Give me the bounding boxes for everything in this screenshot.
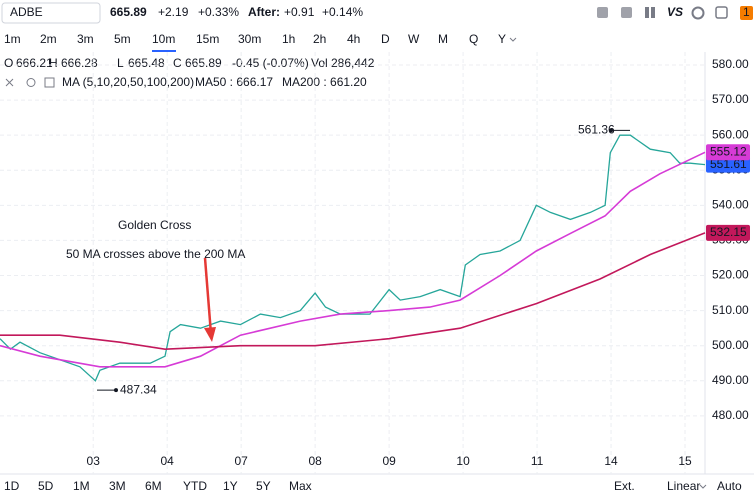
ext-button[interactable]: Ext. (614, 479, 635, 493)
change-pct: +0.33% (198, 5, 239, 19)
interval-button[interactable]: 1h (282, 32, 295, 46)
interval-button[interactable]: Q (469, 32, 478, 46)
auto-button[interactable]: Auto (717, 479, 742, 493)
interval-button[interactable]: 3m (77, 32, 94, 46)
symbol[interactable]: ADBE (10, 5, 43, 19)
interval-button[interactable]: 1m (4, 32, 21, 46)
change: +2.19 (158, 5, 189, 19)
x-tick-label: 11 (531, 454, 544, 468)
range-button[interactable]: 1M (73, 479, 90, 493)
range-button[interactable]: YTD (183, 479, 207, 493)
range-button[interactable]: 1D (4, 479, 20, 493)
low-label: 487.34 (120, 382, 157, 396)
interval-button[interactable]: W (408, 32, 420, 46)
x-tick-label: 03 (87, 454, 101, 468)
ohlc-h-label: H (49, 56, 58, 70)
price-tag (706, 224, 750, 241)
range-button[interactable]: 6M (145, 479, 162, 493)
interval-button[interactable]: Y (498, 32, 506, 46)
ohlc-l-label: L (117, 56, 124, 70)
x-tick-label: 14 (604, 454, 618, 468)
ma200-legend: MA200 : 661.20 (282, 75, 367, 89)
symbol-box[interactable] (1, 2, 101, 24)
ma50-legend: MA50 : 666.17 (195, 75, 273, 89)
range-button[interactable]: 3M (109, 479, 126, 493)
toolbar-icons[interactable] (597, 6, 753, 20)
after-change: +0.91 (284, 5, 315, 19)
range-button[interactable]: Max (289, 479, 312, 493)
ohlc-vol-label: Vol (311, 56, 328, 70)
y-tick-label: 490.00 (712, 373, 749, 387)
icon-text: VS (667, 5, 683, 19)
ohlc-c: 665.89 (185, 56, 222, 70)
price-tag-label: 555.12 (710, 144, 747, 158)
x-tick-label: 10 (456, 454, 470, 468)
y-tick-label: 500.00 (712, 338, 749, 352)
interval-button[interactable]: 30m (238, 32, 261, 46)
after-pct: +0.14% (322, 5, 363, 19)
legend-icons[interactable] (5, 77, 55, 88)
annotation-title: Golden Cross (118, 218, 191, 232)
y-tick-label: 480.00 (712, 408, 749, 422)
interval-button[interactable]: D (381, 32, 390, 46)
x-tick-label: 09 (382, 454, 396, 468)
badge: 1 (743, 5, 750, 19)
dropdown-caret (509, 37, 517, 42)
price-tag-label: 532.15 (710, 225, 747, 239)
interval-button[interactable]: 15m (196, 32, 219, 46)
after-label: After: (248, 5, 280, 19)
ohlc-h: 666.28 (61, 56, 98, 70)
y-tick-label: 540.00 (712, 198, 749, 212)
interval-button[interactable]: 2m (40, 32, 57, 46)
ohlc-l: 665.48 (128, 56, 165, 70)
ohlc-o: 666.21 (16, 56, 53, 70)
selected-underline (152, 50, 176, 52)
series-line (0, 232, 706, 351)
scale-button[interactable]: Linear (667, 479, 700, 493)
ma-legend-name: MA (5,10,20,50,100,200) (62, 75, 194, 89)
low-dot (114, 388, 118, 393)
price: 665.89 (110, 5, 147, 19)
annotation-text: 50 MA crosses above the 200 MA (66, 247, 245, 261)
ohlc-o-label: O (4, 56, 13, 70)
price-tag (706, 156, 750, 173)
annotation-arrow (203, 257, 213, 335)
high-label: 561.36 (578, 123, 615, 137)
y-tick-label: 580.00 (712, 57, 749, 71)
scale-caret (699, 484, 707, 489)
y-tick-label: 560.00 (712, 127, 749, 141)
range-button[interactable]: 5Y (256, 479, 271, 493)
ohlc-change: -0.45 (-0.07%) (232, 56, 309, 70)
x-tick-label: 15 (678, 454, 692, 468)
ohlc-vol: 286,442 (331, 56, 375, 70)
x-tick-label: 08 (308, 454, 322, 468)
price-tag (706, 144, 750, 161)
series-line (0, 134, 706, 382)
interval-button[interactable]: M (438, 32, 448, 46)
range-button[interactable]: 1Y (223, 479, 238, 493)
ohlc-c-label: C (173, 56, 182, 70)
range-button[interactable]: 5D (38, 479, 54, 493)
interval-button[interactable]: 10m (152, 32, 175, 46)
y-tick-label: 520.00 (712, 268, 749, 282)
x-tick-label: 07 (234, 454, 248, 468)
y-tick-label: 510.00 (712, 303, 749, 317)
interval-button[interactable]: 5m (114, 32, 131, 46)
interval-button[interactable]: 2h (313, 32, 326, 46)
interval-button[interactable]: 4h (347, 32, 360, 46)
high-dot (609, 128, 613, 133)
y-tick-label: 570.00 (712, 92, 749, 106)
x-tick-label: 04 (161, 454, 175, 468)
annotation-arrowhead (204, 327, 216, 342)
series-line (0, 151, 706, 368)
